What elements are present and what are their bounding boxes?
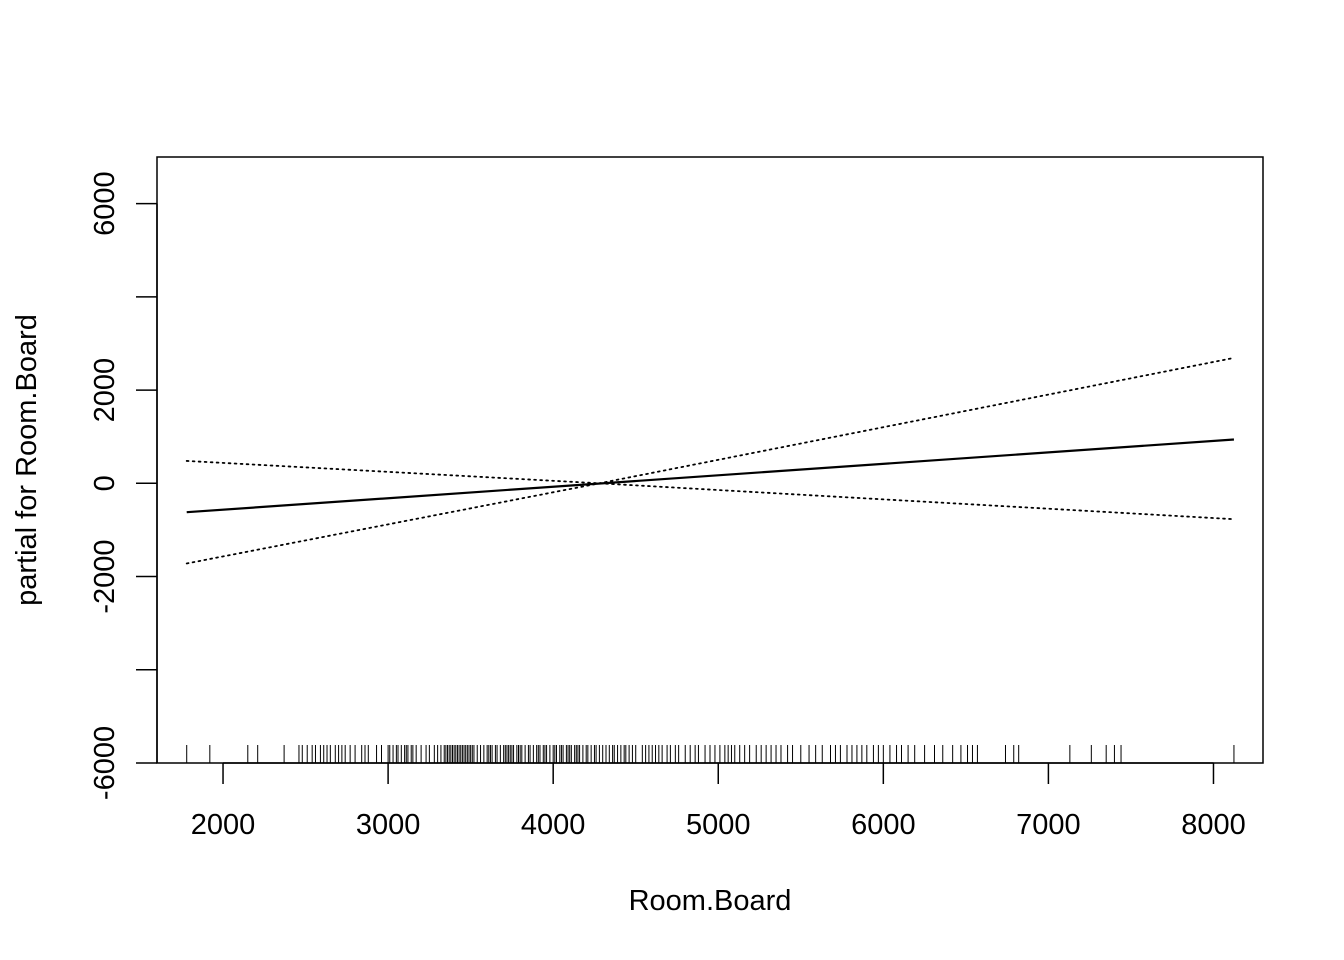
x-tick-label-5000: 5000: [686, 809, 751, 841]
x-tick-label-4000: 4000: [521, 809, 586, 841]
series-lines: [185, 357, 1235, 565]
confidence-band-line-1: [185, 357, 1235, 565]
x-tick-label-2000: 2000: [191, 809, 256, 841]
y-axis: -6000 -2000 0 2000 6000: [89, 171, 158, 800]
y-tick-label-2000: 2000: [89, 358, 121, 423]
y-tick-label--6000: -6000: [89, 726, 121, 800]
plot-frame: [156, 156, 1264, 764]
y-tick-label-6000: 6000: [89, 171, 121, 236]
x-tick-label-7000: 7000: [1016, 809, 1081, 841]
y-tick-label--2000: -2000: [89, 539, 121, 613]
y-tick-label-0: 0: [89, 475, 121, 491]
x-tick-label-6000: 6000: [851, 809, 916, 841]
rug-marks: [186, 745, 1235, 763]
x-axis: 2000 3000 4000 5000 6000 7000 8000: [191, 762, 1246, 841]
x-axis-label: Room.Board: [629, 885, 792, 917]
fit-line: [186, 438, 1235, 514]
y-axis-label: partial for Room.Board: [11, 314, 43, 606]
confidence-band-line-2: [185, 460, 1235, 521]
x-tick-label-8000: 8000: [1181, 809, 1246, 841]
x-tick-label-3000: 3000: [356, 809, 421, 841]
